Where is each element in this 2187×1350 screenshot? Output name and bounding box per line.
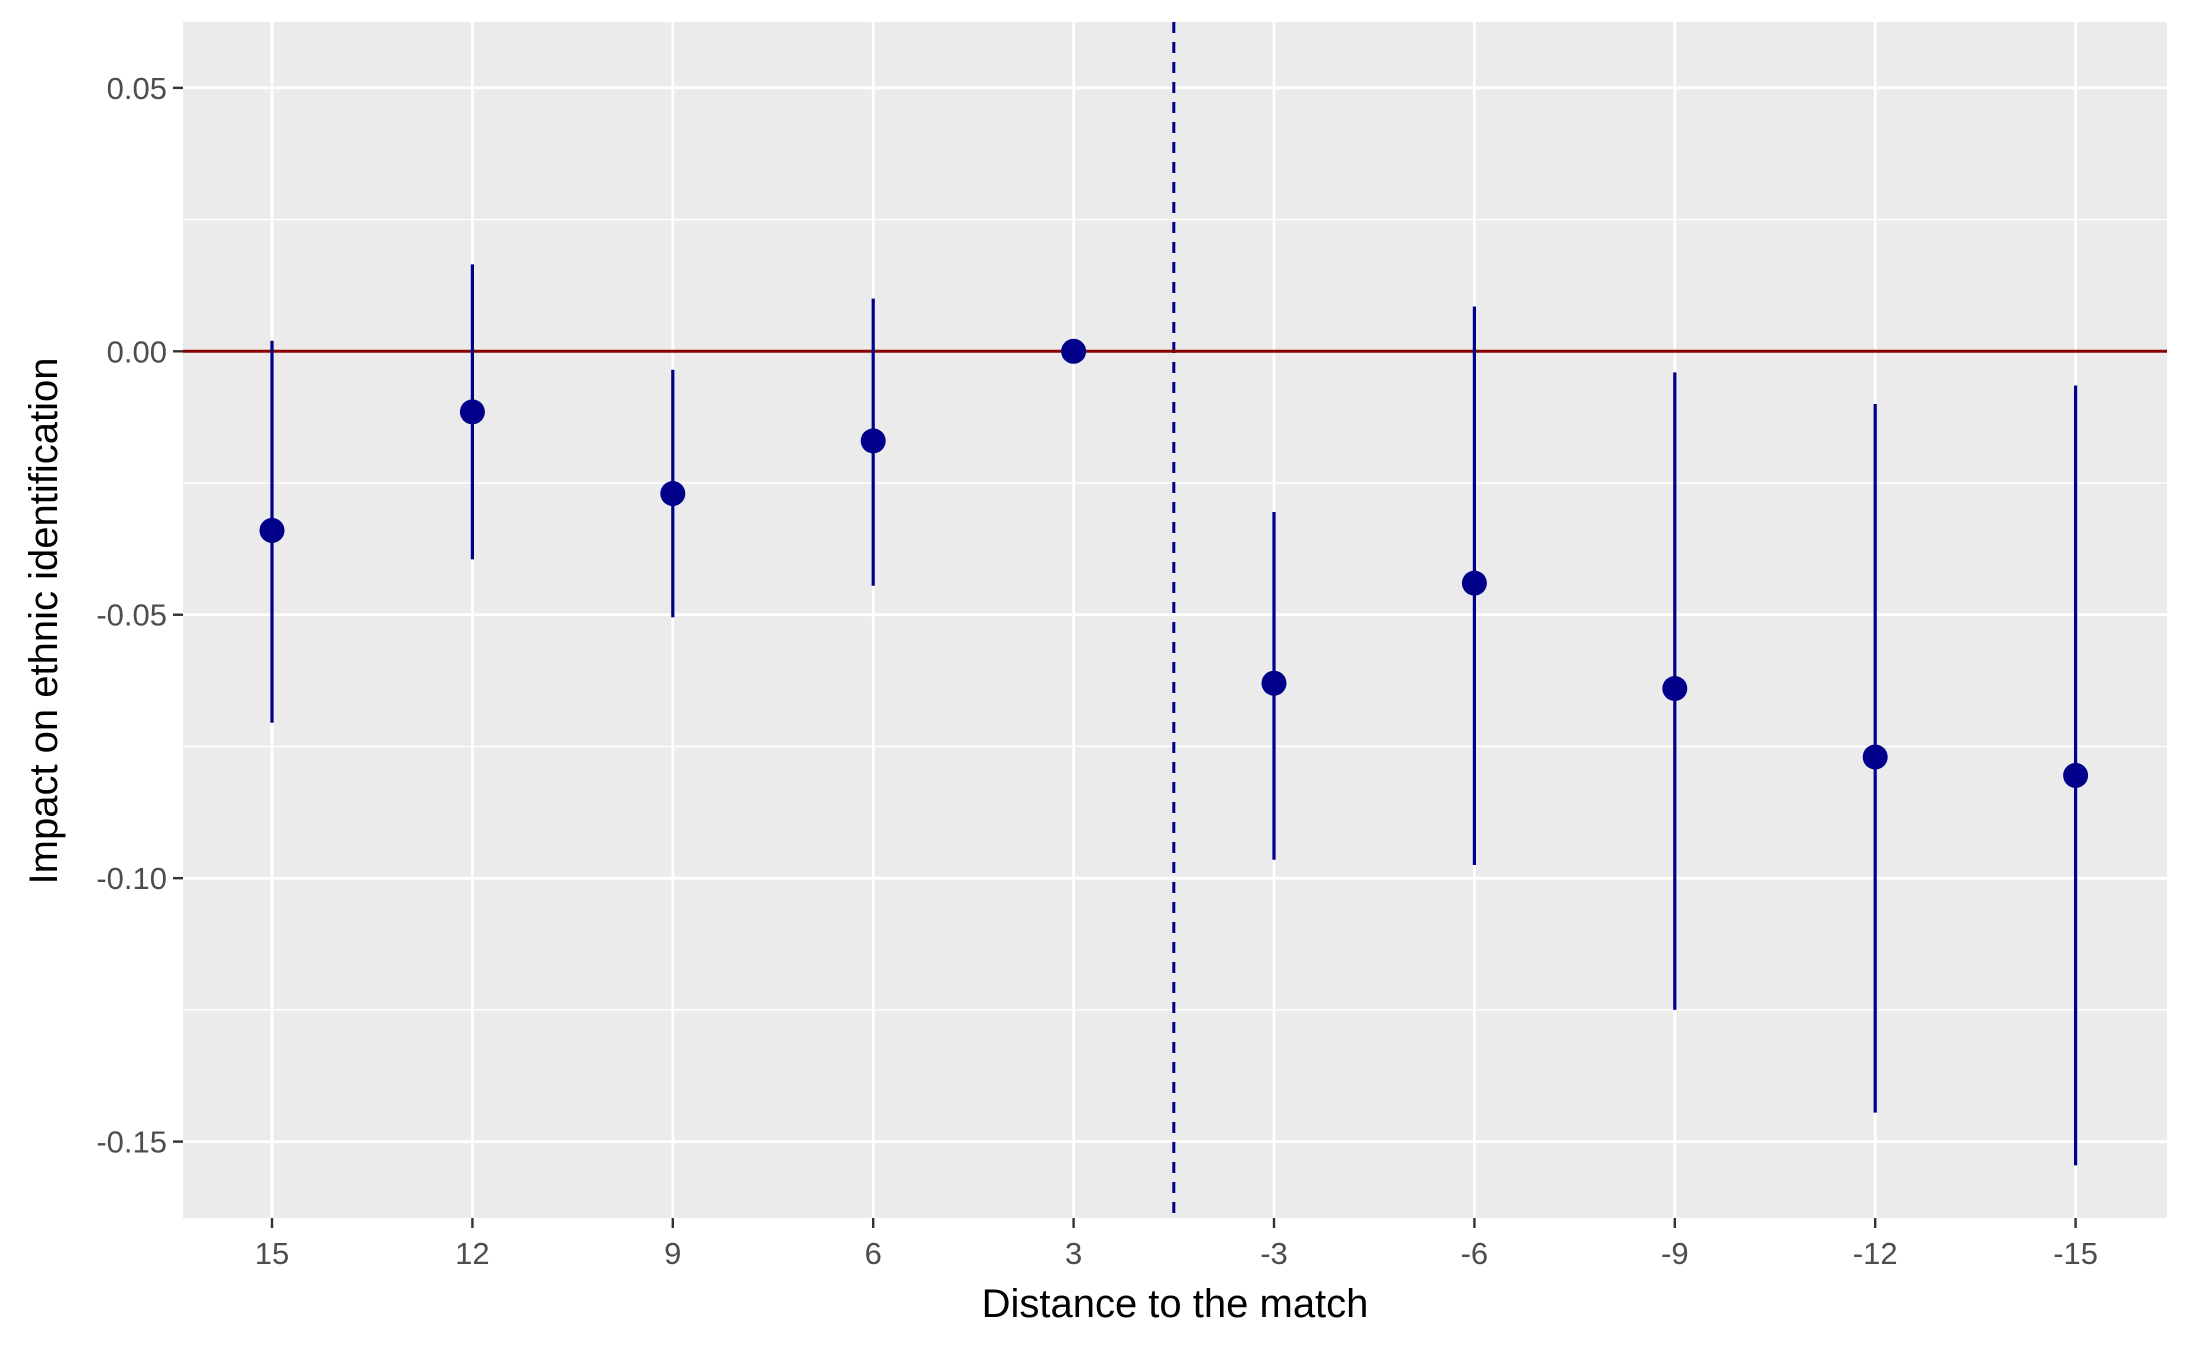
x-tick-label: -12 [1853, 1236, 1898, 1271]
y-tick-label: 0.00 [107, 334, 167, 369]
point-12 [459, 399, 485, 425]
plot-panel [183, 22, 2167, 1218]
point-6 [860, 428, 886, 454]
y-tick-label: -0.05 [96, 598, 167, 633]
reference-lines [183, 22, 2167, 1218]
x-axis-title: Distance to the match [982, 1282, 1369, 1326]
estimate-points [259, 338, 2089, 788]
x-axis: 15 12 9 6 3 -3 -6 -9 -12 -15 [255, 1218, 2098, 1271]
y-tick-label: 0.05 [107, 71, 167, 106]
point--15 [2063, 762, 2089, 788]
x-tick-label: 15 [255, 1236, 289, 1271]
x-tick-label: -6 [1461, 1236, 1489, 1271]
point--9 [1662, 675, 1688, 701]
y-axis-title: Impact on ethnic identification [22, 358, 66, 885]
x-tick-label: 6 [865, 1236, 882, 1271]
x-tick-label: 3 [1065, 1236, 1082, 1271]
point-3 [1061, 338, 1087, 364]
y-tick-label: -0.15 [96, 1125, 167, 1160]
point-9 [660, 481, 686, 507]
point--12 [1862, 744, 1888, 770]
x-tick-label: -15 [2053, 1236, 2098, 1271]
x-tick-label: -3 [1260, 1236, 1288, 1271]
x-tick-label: 9 [664, 1236, 681, 1271]
y-tick-label: -0.10 [96, 861, 167, 896]
x-tick-label: 12 [455, 1236, 489, 1271]
point-15 [259, 517, 285, 543]
x-tick-label: -9 [1661, 1236, 1689, 1271]
point--6 [1461, 570, 1487, 596]
point--3 [1261, 670, 1287, 696]
y-axis: 0.05 0.00 -0.05 -0.10 -0.15 [96, 71, 183, 1160]
